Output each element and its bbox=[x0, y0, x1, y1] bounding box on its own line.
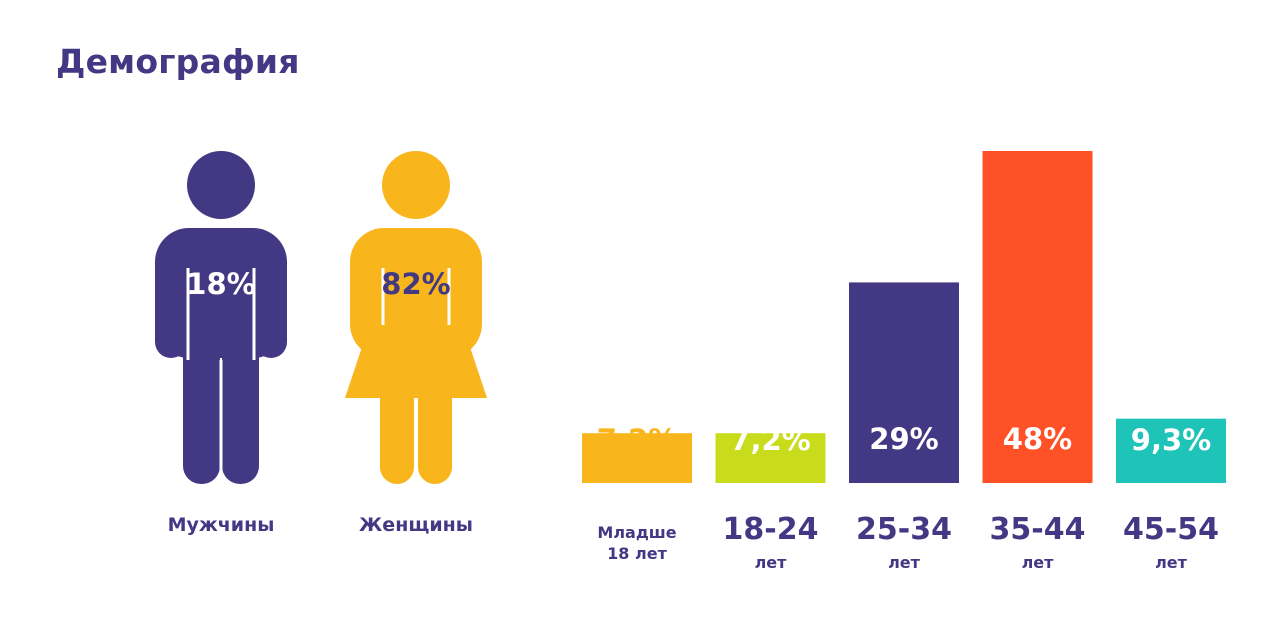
bar-value-label-4: 48% bbox=[1003, 422, 1072, 456]
age-label-sub-5: лет bbox=[1155, 553, 1187, 572]
bar-5 bbox=[1116, 418, 1226, 483]
female-shape bbox=[345, 151, 487, 484]
age-label-main-5: 45-54 bbox=[1123, 512, 1219, 547]
female-label: Женщины bbox=[359, 514, 473, 536]
age-label-sub-1: 18 лет bbox=[607, 544, 667, 563]
bar-4 bbox=[982, 151, 1093, 483]
female-percent: 82% bbox=[381, 267, 451, 301]
bar-value-label-2: 7,2% bbox=[730, 423, 810, 457]
female-icon bbox=[345, 151, 487, 486]
bar-2 bbox=[715, 433, 826, 483]
male-label: Мужчины bbox=[167, 514, 275, 536]
age-label-main-4: 35-44 bbox=[989, 512, 1086, 547]
male-figure: 18% bbox=[146, 150, 296, 486]
female-figure: 82% bbox=[341, 150, 491, 486]
age-label-sub-2: лет bbox=[754, 553, 787, 572]
bar-value-label-1: 7,2% bbox=[597, 423, 677, 457]
female-arm-gaps bbox=[381, 268, 451, 325]
bar-value-label-5: 9,3% bbox=[1131, 423, 1211, 457]
age-label-sub-4: лет bbox=[1021, 553, 1054, 572]
bar-1 bbox=[582, 433, 692, 483]
age-label-main-1: Младше bbox=[597, 523, 677, 542]
male-percent: 18% bbox=[186, 267, 256, 301]
male-arm-gaps bbox=[186, 268, 256, 360]
age-label-main-2: 18-24 bbox=[722, 512, 819, 547]
page-title: Демография bbox=[56, 42, 300, 81]
male-icon bbox=[155, 151, 287, 486]
age-label-main-3: 25-34 bbox=[856, 512, 952, 547]
age-label-sub-3: лет bbox=[888, 553, 920, 572]
bar-3 bbox=[849, 282, 959, 483]
bar-value-label-3: 29% bbox=[869, 422, 938, 456]
